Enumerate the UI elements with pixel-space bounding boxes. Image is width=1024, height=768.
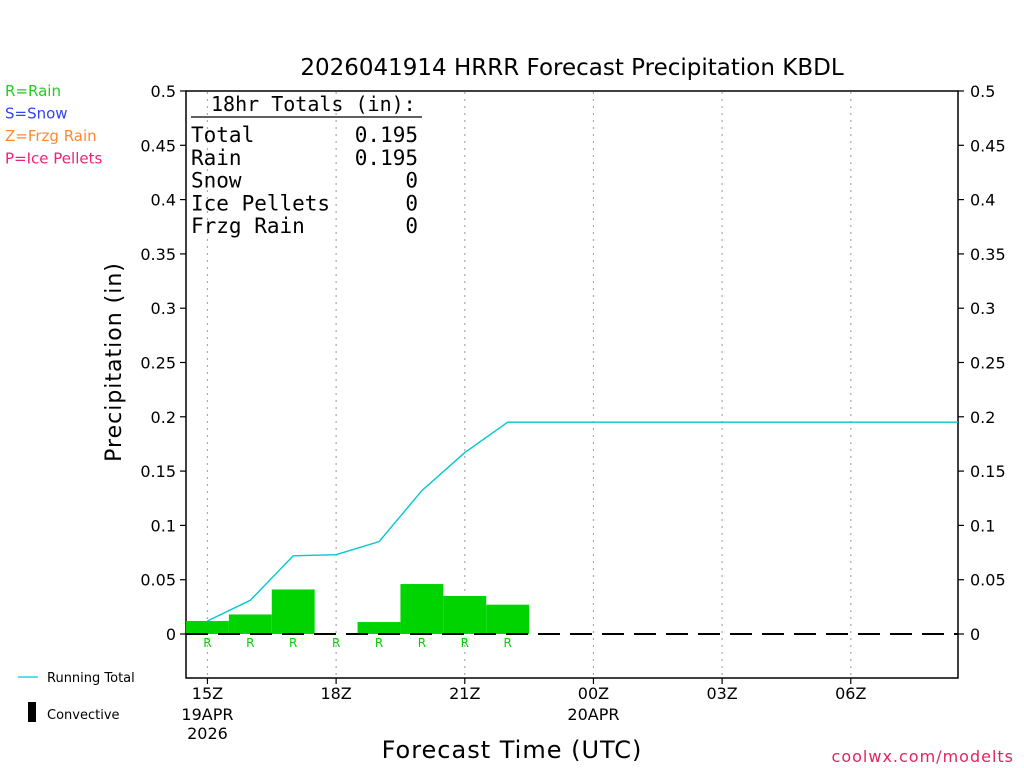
precip-bar [271, 589, 315, 634]
y-axis-left: 0 0.05 0.1 0.15 0.2 0.25 0.3 0.35 0.4 0.45 0.5 [140, 82, 186, 644]
y-tick-label-right: 0.25 [970, 354, 1006, 373]
y-tick-label-right: 0.3 [970, 299, 995, 318]
x-tick-label: 03Z [706, 684, 737, 703]
y-tick-label-left: 0.1 [151, 516, 176, 535]
totals-row-value: 0 [405, 169, 418, 193]
x-tick-label: 06Z [835, 684, 866, 703]
precip-type-letter: R [418, 636, 426, 650]
precip-type-letter: R [375, 636, 383, 650]
running-total-line [207, 421, 958, 622]
y-tick-label-left: 0.15 [140, 462, 176, 481]
totals-rows: Total 0.195 Rain 0.195 Snow 0 Ice Pellets 0 Frzg… [191, 123, 418, 238]
y-tick-label-left: 0.4 [151, 191, 176, 210]
precip-bar [400, 584, 444, 634]
running-total-legend-label: Running Total [47, 671, 135, 686]
y-tick-label-right: 0.1 [970, 516, 995, 535]
y-tick-label-left: 0.25 [140, 354, 176, 373]
x-tick-date: 19APR [181, 705, 233, 724]
y-tick-label-left: 0.05 [140, 571, 176, 590]
precip-bar [357, 622, 401, 634]
y-tick-label-left: 0.3 [151, 299, 176, 318]
type-legend-item: Z=Frzg Rain [5, 127, 97, 145]
y-tick-label-right: 0.4 [970, 191, 995, 210]
y-axis-right: 0 0.05 0.1 0.15 0.2 0.25 0.3 0.35 0.4 0.45 0.5 [958, 82, 1006, 644]
y-tick-label-left: 0.45 [140, 136, 176, 155]
precip-type-letter: R [289, 636, 297, 650]
y-tick-label-right: 0.15 [970, 462, 1006, 481]
y-tick-label-left: 0.35 [140, 245, 176, 264]
precip-type-letter: R [203, 636, 211, 650]
totals-row-value: 0 [405, 214, 418, 238]
y-tick-label-left: 0.5 [151, 82, 176, 101]
x-tick-label: 18Z [320, 684, 351, 703]
bottom-legend: Running Total Convective [18, 671, 135, 723]
precip-bar [443, 595, 487, 634]
y-axis-label: Precipitation (in) [102, 262, 127, 462]
y-tick-label-right: 0.05 [970, 571, 1006, 590]
type-legend-item: S=Snow [5, 105, 68, 123]
x-tick-label: 00Z [578, 684, 609, 703]
y-tick-label-right: 0.5 [970, 82, 995, 101]
x-axis-label: Forecast Time (UTC) [382, 736, 643, 764]
totals-row-value: 0.195 [355, 146, 418, 170]
x-tick-year: 2026 [187, 724, 228, 743]
convective-legend-swatch [28, 702, 36, 722]
vertical-gridlines [206, 92, 852, 677]
x-tick-date: 20APR [567, 705, 619, 724]
y-tick-label-right: 0.35 [970, 245, 1006, 264]
totals-box: 18hr Totals (in): Total 0.195 Rain 0.195 Sno… [191, 92, 422, 238]
precip-type-letter: R [246, 636, 254, 650]
y-tick-label-right: 0.45 [970, 136, 1006, 155]
y-tick-label-left: 0.2 [151, 408, 176, 427]
precip-type-letter: R [461, 636, 469, 650]
type-legend-item: P=Ice Pellets [5, 150, 102, 168]
totals-row-value: 0 [405, 191, 418, 215]
precip-bar [486, 604, 530, 634]
precip-type-letter: R [332, 636, 340, 650]
precip-type-legend: R=Rain S=Snow Z=Frzg Rain P=Ice Pellets [5, 82, 102, 168]
totals-row-label: Total [191, 123, 254, 147]
chart-title: 2026041914 HRRR Forecast Precipitation K… [300, 55, 843, 81]
totals-row-label: Ice Pellets [191, 191, 330, 215]
type-legend-item: R=Rain [5, 82, 61, 100]
precip-bars [186, 584, 530, 634]
convective-legend-label: Convective [47, 708, 120, 723]
y-tick-label-right: 0 [970, 625, 980, 644]
precip-type-letter: R [503, 636, 511, 650]
x-tick-label: 15Z [192, 684, 223, 703]
totals-header: 18hr Totals (in): [211, 92, 416, 116]
plot-frame [185, 90, 959, 679]
totals-row-label: Rain [191, 146, 242, 170]
totals-row-label: Frzg Rain [191, 214, 305, 238]
precip-bar [228, 614, 272, 634]
totals-row-label: Snow [191, 169, 242, 193]
y-tick-label-left: 0 [166, 625, 176, 644]
y-tick-label-right: 0.2 [970, 408, 995, 427]
precip-bar [186, 620, 229, 634]
x-tick-label: 21Z [449, 684, 480, 703]
totals-row-value: 0.195 [355, 123, 418, 147]
running-total-polyline [207, 421, 958, 622]
source-credit: coolwx.com/modelts [832, 747, 1014, 766]
